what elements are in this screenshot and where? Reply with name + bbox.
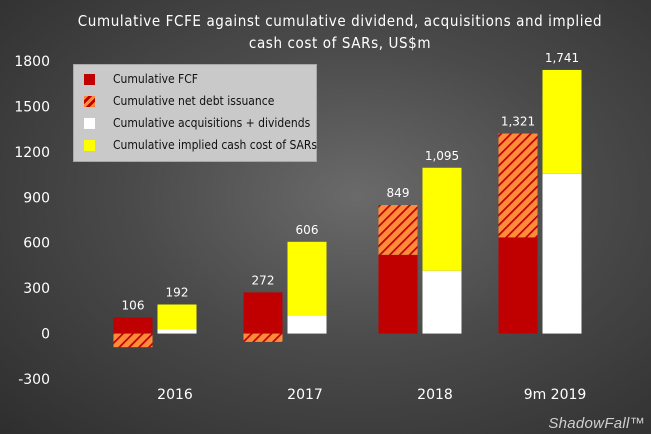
x-axis: 2016 2017 2018 9m 2019 [157, 387, 586, 403]
chart-title: Cumulative FCFE against cumulative divid… [40, 10, 640, 54]
y-tick-label: 1800 [14, 54, 50, 70]
bar-cumulative-acquisitions-dividends [287, 315, 327, 334]
legend: Cumulative FCF Cumulative net debt issuan… [73, 64, 317, 162]
chart-title-line-2: cash cost of SARs, US$m [248, 34, 432, 52]
total-label-left: 272 [252, 273, 275, 287]
x-category-label: 2016 [157, 387, 193, 403]
bar-cumulative-net-debt-issuance [243, 333, 283, 342]
legend-item: Cumulative FCF [84, 70, 198, 88]
bar-cumulative-net-debt-issuance [378, 205, 418, 255]
data-labels-group: 106 192 272 606 849 1,095 1,321 1,741 [122, 51, 580, 313]
total-label-right: 606 [296, 223, 319, 237]
total-label-right: 1,095 [425, 149, 459, 163]
bar-cumulative-acquisitions-dividends [542, 173, 582, 334]
x-category-label: 2018 [417, 387, 453, 403]
legend-label: Cumulative FCF [113, 72, 199, 86]
bar-cumulative-net-debt-issuance [113, 333, 153, 348]
legend-swatch [84, 95, 95, 107]
chart-title-line-1: Cumulative FCFE against cumulative divid… [77, 12, 603, 30]
bar-cumulative-implied-cash-cost-of-sars [157, 304, 197, 330]
total-label-right: 1,741 [545, 51, 579, 65]
bar-cumulative-fcf [378, 254, 418, 334]
y-tick-label: 600 [23, 236, 50, 252]
total-label-left: 106 [122, 299, 145, 313]
legend-swatch [84, 117, 95, 129]
legend-item: Cumulative acquisitions + dividends [84, 114, 310, 132]
y-tick-label: -300 [18, 372, 50, 388]
legend-swatch [84, 139, 95, 151]
y-tick-label: 300 [23, 281, 50, 297]
bar-cumulative-implied-cash-cost-of-sars [287, 241, 327, 316]
bar-cumulative-implied-cash-cost-of-sars [542, 69, 582, 174]
legend-swatch [84, 73, 95, 85]
x-category-label: 9m 2019 [524, 387, 587, 403]
legend-item: Cumulative net debt issuance [84, 92, 274, 110]
total-label-left: 1,321 [501, 115, 535, 129]
watermark: ShadowFall™ [548, 415, 645, 432]
bars-group [113, 69, 582, 348]
bar-cumulative-acquisitions-dividends [422, 270, 462, 334]
bar-cumulative-acquisitions-dividends [157, 329, 197, 334]
legend-item: Cumulative implied cash cost of SARs [84, 136, 317, 154]
bar-cumulative-fcf [498, 237, 538, 334]
legend-label: Cumulative implied cash cost of SARs [113, 138, 318, 152]
x-category-label: 2017 [287, 387, 323, 403]
y-tick-label: 1500 [14, 99, 50, 115]
legend-label: Cumulative net debt issuance [113, 94, 275, 108]
total-label-left: 849 [387, 186, 410, 200]
y-axis: 1800 1500 1200 900 600 300 0 -300 [14, 54, 50, 388]
y-tick-label: 0 [41, 327, 50, 343]
total-label-right: 192 [166, 285, 189, 299]
bar-cumulative-fcf [243, 292, 283, 334]
legend-label: Cumulative acquisitions + dividends [113, 116, 311, 130]
bar-cumulative-fcf [113, 317, 153, 334]
bar-cumulative-implied-cash-cost-of-sars [422, 167, 462, 271]
y-tick-label: 1200 [14, 145, 50, 161]
y-tick-label: 900 [23, 190, 50, 206]
bar-cumulative-net-debt-issuance [498, 133, 538, 238]
